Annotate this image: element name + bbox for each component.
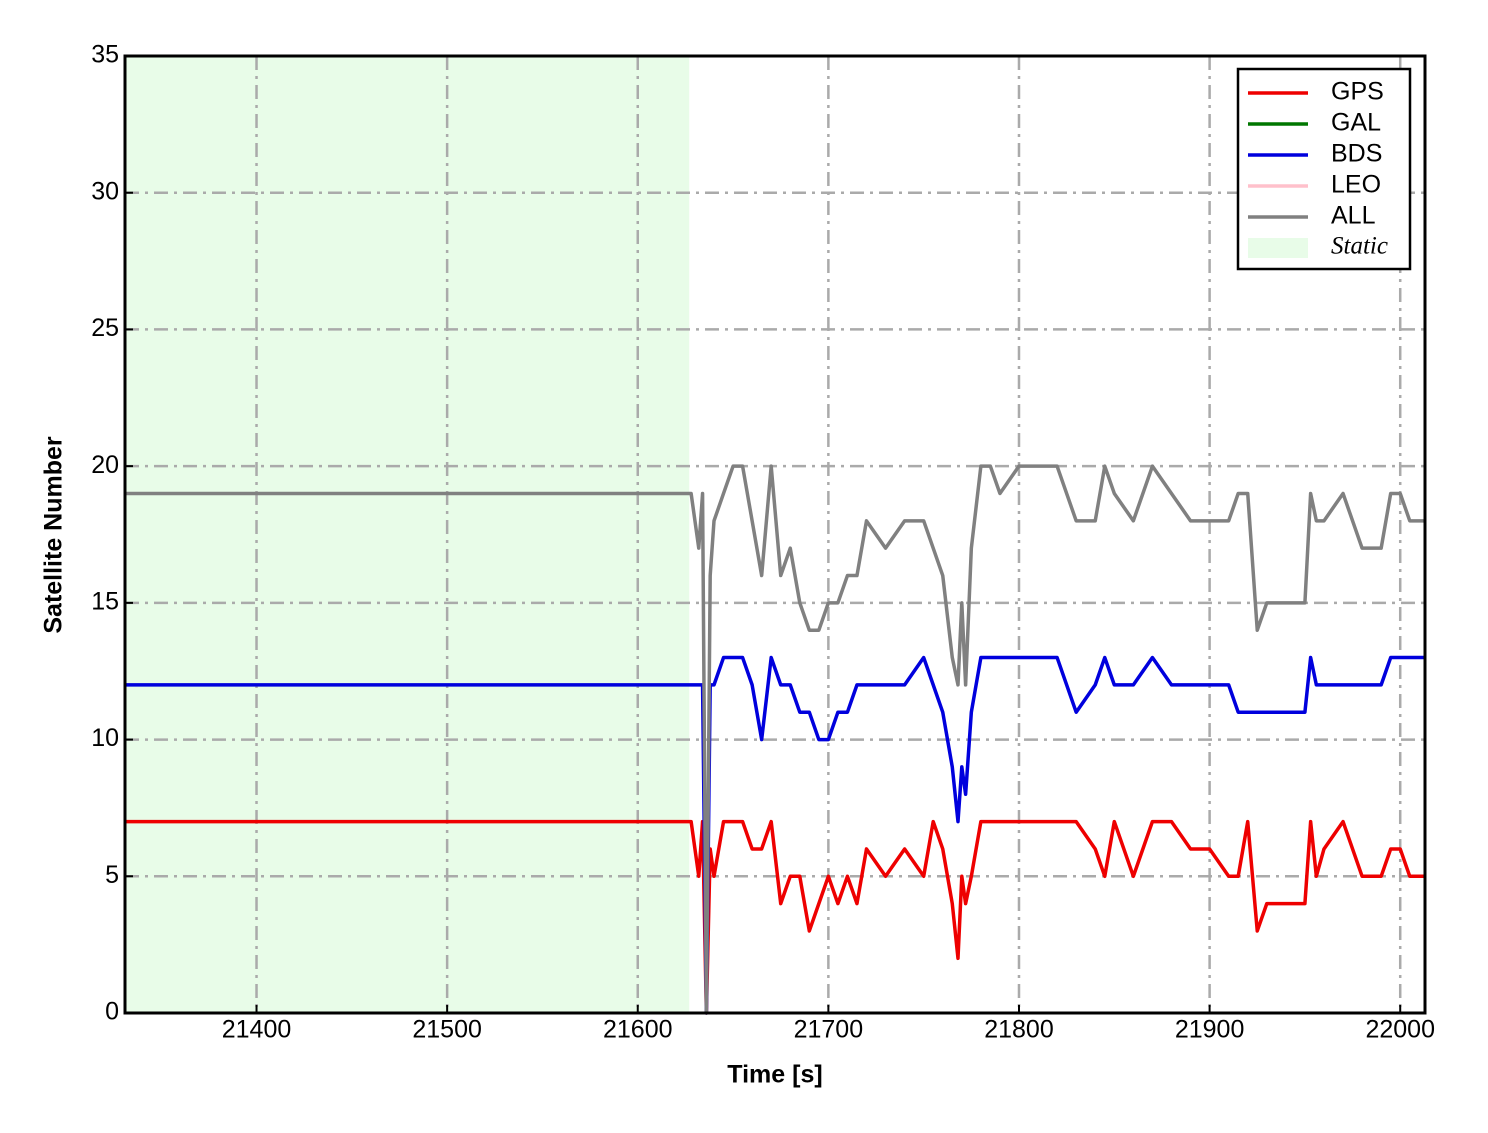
x-tick-label: 21500 [412,1016,482,1044]
x-tick-label: 21800 [984,1016,1054,1044]
series-line [125,655,1425,1015]
x-tick-label: 21600 [603,1016,673,1044]
legend-label: LEO [1331,171,1381,199]
legend-label: GAL [1331,109,1381,137]
x-tick-label: 21700 [794,1016,864,1044]
legend-label: GPS [1331,78,1384,106]
y-axis-label: Satellite Number [40,436,68,634]
y-tick-label: 5 [105,861,119,889]
series-line [125,819,1425,1015]
x-tick-label: 21400 [222,1016,292,1044]
legend-label: BDS [1331,140,1382,168]
series-line [125,464,1425,1015]
legend-box [1236,67,1412,271]
x-tick-label: 22000 [1365,1016,1435,1044]
y-tick-label: 20 [91,451,119,479]
x-axis-label: Time [s] [727,1061,822,1089]
plot-frame [123,54,1427,1015]
y-tick-label: 0 [105,998,119,1026]
y-tick-label: 25 [91,314,119,342]
y-tick-label: 35 [91,41,119,69]
legend-label: Static [1331,233,1388,260]
y-tick-label: 10 [91,724,119,752]
y-tick-label: 30 [91,177,119,205]
legend-swatch [1248,238,1308,258]
legend-label: ALL [1331,202,1376,230]
x-tick-label: 21900 [1175,1016,1245,1044]
static-region [125,56,690,1013]
y-tick-label: 15 [91,587,119,615]
